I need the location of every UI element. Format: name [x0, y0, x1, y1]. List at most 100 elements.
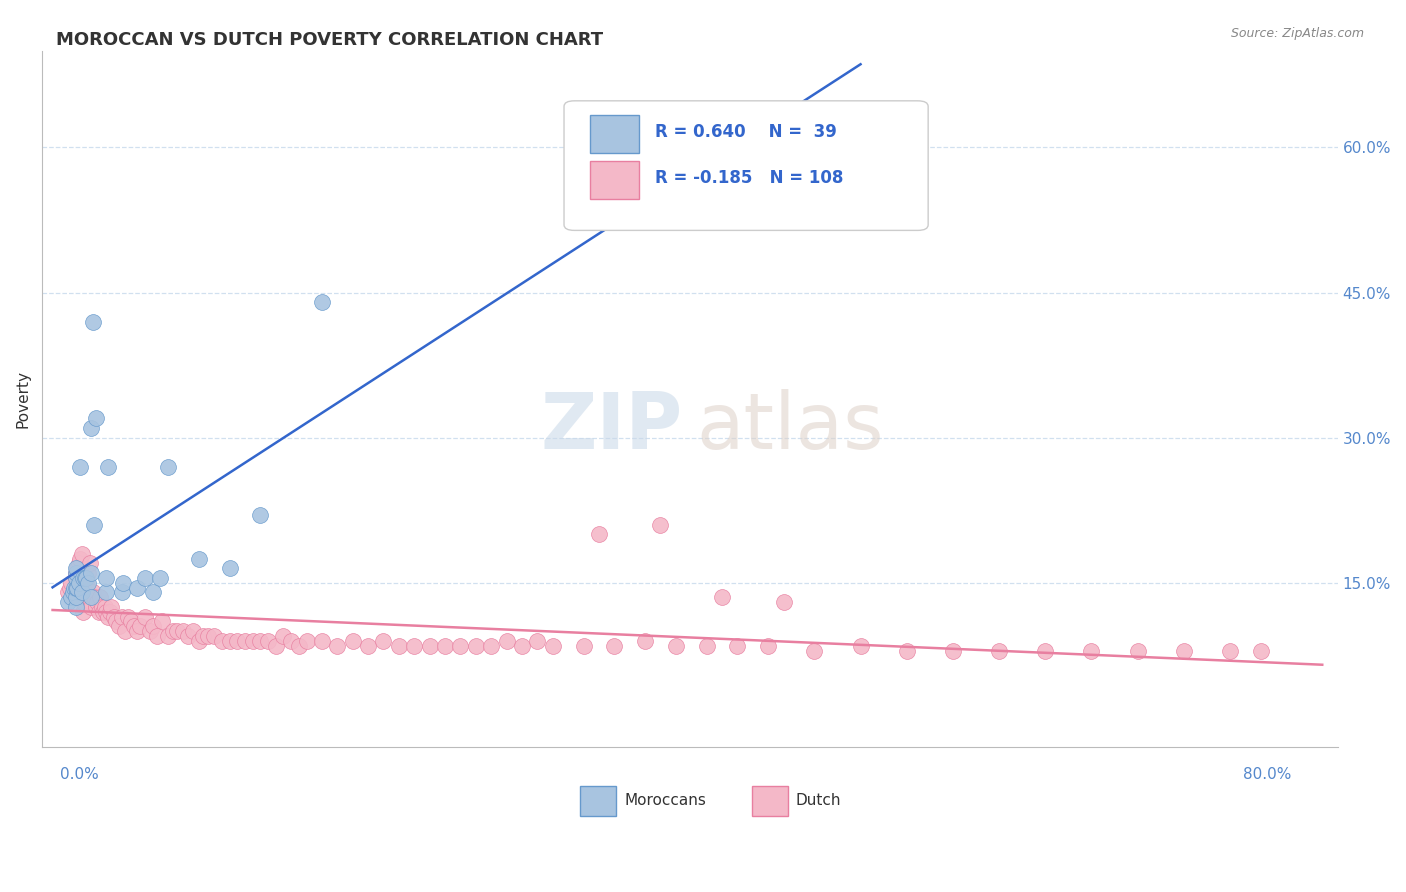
Point	[94, 599, 117, 614]
Point	[1173, 643, 1195, 657]
Point	[1080, 643, 1102, 657]
Point	[218, 561, 240, 575]
Point	[80, 599, 103, 614]
Point	[66, 561, 89, 575]
Point	[97, 609, 120, 624]
Point	[696, 639, 718, 653]
Text: ZIP: ZIP	[541, 389, 683, 465]
Point	[87, 605, 110, 619]
Point	[264, 639, 287, 653]
Point	[96, 585, 118, 599]
Point	[280, 633, 302, 648]
Point	[98, 605, 121, 619]
Point	[193, 629, 215, 643]
Point	[603, 639, 626, 653]
Point	[388, 639, 411, 653]
Point	[479, 639, 502, 653]
Point	[526, 633, 548, 648]
Point	[97, 459, 120, 474]
Point	[104, 615, 127, 629]
Point	[588, 527, 610, 541]
Point	[120, 615, 142, 629]
Point	[117, 609, 139, 624]
Point	[112, 575, 135, 590]
Point	[127, 624, 149, 639]
FancyBboxPatch shape	[591, 115, 640, 153]
Point	[634, 633, 657, 648]
Point	[434, 639, 457, 653]
Point	[197, 629, 219, 643]
Point	[142, 619, 165, 633]
Point	[650, 517, 672, 532]
Point	[83, 517, 105, 532]
Point	[134, 609, 156, 624]
Point	[311, 295, 333, 310]
Point	[90, 599, 112, 614]
Point	[495, 633, 517, 648]
Point	[772, 595, 794, 609]
Point	[65, 581, 87, 595]
Point	[202, 629, 225, 643]
Point	[572, 639, 595, 653]
Point	[70, 585, 93, 599]
Point	[56, 585, 79, 599]
Point	[711, 591, 734, 605]
Point	[107, 619, 129, 633]
Point	[134, 571, 156, 585]
Point	[849, 639, 872, 653]
Point	[242, 633, 264, 648]
Point	[187, 633, 209, 648]
Point	[725, 639, 748, 653]
Point	[218, 633, 240, 648]
Text: MOROCCAN VS DUTCH POVERTY CORRELATION CHART: MOROCCAN VS DUTCH POVERTY CORRELATION CH…	[56, 31, 603, 49]
Point	[70, 547, 93, 561]
Point	[1126, 643, 1149, 657]
Point	[82, 585, 104, 599]
Point	[67, 575, 90, 590]
Point	[84, 599, 107, 614]
Point	[60, 575, 83, 590]
Point	[65, 599, 87, 614]
Point	[295, 633, 318, 648]
Point	[66, 581, 89, 595]
Point	[187, 551, 209, 566]
Point	[65, 566, 87, 580]
Point	[77, 575, 100, 590]
Point	[273, 629, 295, 643]
Point	[896, 643, 918, 657]
Point	[83, 591, 105, 605]
Point	[156, 629, 179, 643]
Point	[233, 633, 256, 648]
Point	[65, 591, 87, 605]
Point	[373, 633, 395, 648]
FancyBboxPatch shape	[564, 101, 928, 230]
Point	[65, 561, 87, 575]
Point	[58, 581, 80, 595]
Point	[1219, 643, 1241, 657]
Point	[69, 459, 91, 474]
Point	[177, 629, 200, 643]
Point	[67, 557, 90, 571]
Point	[181, 624, 204, 639]
Point	[73, 571, 96, 585]
Point	[127, 581, 149, 595]
Text: R = 0.640    N =  39: R = 0.640 N = 39	[655, 123, 837, 141]
Point	[149, 571, 172, 585]
Y-axis label: Poverty: Poverty	[15, 370, 30, 428]
Point	[510, 639, 533, 653]
Text: 0.0%: 0.0%	[60, 767, 98, 781]
Point	[326, 639, 349, 653]
Point	[803, 643, 825, 657]
Point	[65, 571, 87, 585]
Point	[93, 605, 115, 619]
Text: Dutch: Dutch	[796, 793, 841, 808]
Point	[122, 619, 145, 633]
Point	[257, 633, 280, 648]
Point	[72, 595, 94, 609]
Point	[103, 609, 125, 624]
Point	[73, 585, 96, 599]
Point	[75, 571, 97, 585]
Point	[129, 619, 152, 633]
Point	[541, 639, 564, 653]
Point	[988, 643, 1011, 657]
